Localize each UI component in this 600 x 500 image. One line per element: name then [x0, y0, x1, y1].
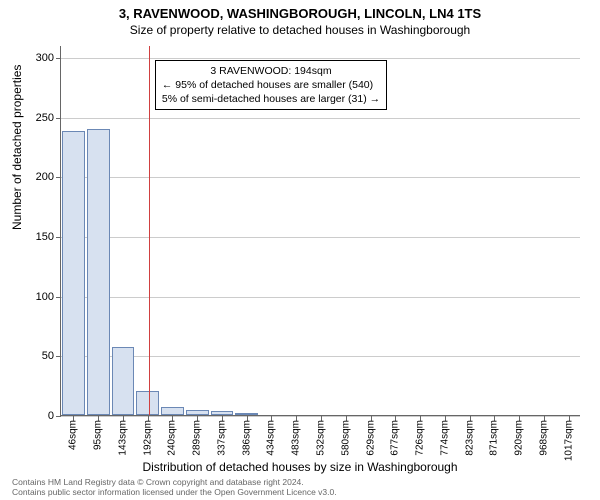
xtick-label: 823sqm	[464, 420, 475, 456]
annotation-line2: ← 95% of detached houses are smaller (54…	[162, 78, 380, 92]
xtick-label: 192sqm	[142, 420, 153, 456]
ytick-label: 200	[14, 171, 54, 183]
histogram-bar	[235, 413, 258, 415]
xtick-label: 532sqm	[316, 420, 327, 456]
ytick-mark	[56, 177, 61, 178]
ytick-mark	[56, 416, 61, 417]
xtick-label: 434sqm	[266, 420, 277, 456]
xtick-label: 240sqm	[167, 420, 178, 456]
ytick-mark	[56, 58, 61, 59]
chart-area: 05010015020025030046sqm95sqm143sqm192sqm…	[60, 46, 580, 416]
gridline	[61, 356, 580, 357]
histogram-bar	[186, 410, 209, 415]
ytick-mark	[56, 237, 61, 238]
xtick-label: 871sqm	[489, 420, 500, 456]
xtick-label: 968sqm	[538, 420, 549, 456]
title-line1: 3, RAVENWOOD, WASHINGBOROUGH, LINCOLN, L…	[0, 6, 600, 21]
xtick-label: 726sqm	[415, 420, 426, 456]
histogram-bar	[112, 347, 135, 415]
reference-line	[149, 46, 150, 415]
xtick-label: 629sqm	[365, 420, 376, 456]
xtick-label: 483sqm	[291, 420, 302, 456]
xtick-label: 1017sqm	[563, 420, 574, 461]
histogram-bar	[62, 131, 85, 415]
gridline	[61, 58, 580, 59]
ytick-label: 300	[14, 52, 54, 64]
annotation-line1: 3 RAVENWOOD: 194sqm	[162, 64, 380, 78]
histogram-bar	[136, 391, 159, 415]
footer-line1: Contains HM Land Registry data © Crown c…	[12, 477, 337, 488]
histogram-bar	[211, 411, 234, 415]
chart-title-block: 3, RAVENWOOD, WASHINGBOROUGH, LINCOLN, L…	[0, 0, 600, 37]
ytick-label: 100	[14, 291, 54, 303]
xtick-label: 95sqm	[93, 420, 104, 450]
gridline	[61, 297, 580, 298]
gridline	[61, 118, 580, 119]
annotation-box: 3 RAVENWOOD: 194sqm← 95% of detached hou…	[155, 60, 387, 111]
xtick-label: 337sqm	[216, 420, 227, 456]
footer-attribution: Contains HM Land Registry data © Crown c…	[12, 477, 337, 498]
histogram-bar	[161, 407, 184, 415]
ytick-label: 150	[14, 231, 54, 243]
annotation-line3: 5% of semi-detached houses are larger (3…	[162, 92, 380, 106]
ytick-label: 50	[14, 350, 54, 362]
y-axis-label: Number of detached properties	[10, 65, 24, 230]
ytick-label: 0	[14, 410, 54, 422]
histogram-bar	[87, 129, 110, 415]
title-line2: Size of property relative to detached ho…	[0, 23, 600, 37]
plot-region: 05010015020025030046sqm95sqm143sqm192sqm…	[60, 46, 580, 416]
ytick-mark	[56, 356, 61, 357]
ytick-mark	[56, 118, 61, 119]
ytick-mark	[56, 297, 61, 298]
footer-line2: Contains public sector information licen…	[12, 487, 337, 498]
xtick-label: 920sqm	[514, 420, 525, 456]
xtick-label: 677sqm	[390, 420, 401, 456]
xtick-label: 289sqm	[192, 420, 203, 456]
xtick-label: 386sqm	[241, 420, 252, 456]
xtick-label: 774sqm	[439, 420, 450, 456]
ytick-label: 250	[14, 112, 54, 124]
xtick-label: 46sqm	[68, 420, 79, 450]
xtick-label: 580sqm	[340, 420, 351, 456]
xtick-label: 143sqm	[117, 420, 128, 456]
gridline	[61, 237, 580, 238]
x-axis-label: Distribution of detached houses by size …	[0, 460, 600, 474]
gridline	[61, 177, 580, 178]
